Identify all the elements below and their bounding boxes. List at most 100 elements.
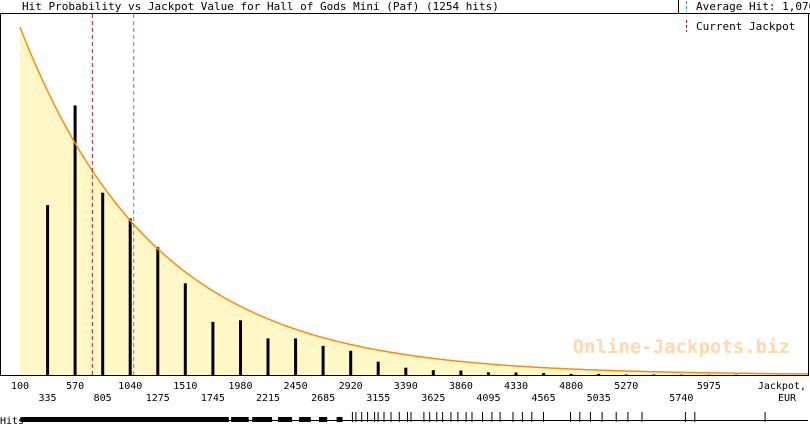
- tick-label-1745: 1745: [201, 393, 225, 404]
- hit-mark-4790: [570, 412, 571, 422]
- probability-area: [20, 27, 808, 375]
- tick-label-1510: 1510: [173, 381, 197, 392]
- hit-mark-4560: [543, 412, 544, 422]
- hit-mark-3430: [410, 412, 412, 422]
- tick-label-805: 805: [94, 393, 112, 404]
- hits-label: Hits: [0, 416, 24, 425]
- hit-mark-3010: [361, 412, 363, 422]
- hit-mark-5060: [601, 412, 603, 422]
- hits-cluster-2: [252, 417, 273, 422]
- hit-mark-5770: [684, 412, 686, 422]
- hit-mark-3060: [367, 412, 369, 422]
- hit-mark-4460: [531, 412, 533, 422]
- tick-label-4330: 4330: [504, 381, 528, 392]
- hit-mark-5850: [694, 412, 696, 422]
- hit-mark-3900: [465, 412, 467, 422]
- hit-mark-3150: [377, 412, 379, 422]
- bar-2920: [349, 350, 353, 375]
- hit-mark-2960: [355, 412, 357, 422]
- hit-mark-5180: [615, 412, 617, 422]
- hit-mark-4120: [491, 412, 493, 422]
- tick-label-4095: 4095: [476, 393, 500, 404]
- hits-cluster-3: [278, 417, 293, 422]
- watermark: Online-Jackpots.biz: [573, 336, 790, 358]
- tick-label-1980: 1980: [228, 381, 252, 392]
- tick-label-2920: 2920: [339, 381, 363, 392]
- tick-label-3860: 3860: [449, 381, 473, 392]
- bar-1980: [239, 320, 242, 375]
- bar-3625: [431, 370, 435, 375]
- hit-mark-5280: [627, 412, 629, 422]
- bar-4565: [542, 373, 546, 375]
- tick-label-5270: 5270: [614, 381, 638, 392]
- bar-2450: [294, 338, 298, 375]
- bar-335: [46, 205, 50, 375]
- hits-cluster-0: [20, 417, 229, 422]
- bar-3155: [376, 361, 380, 375]
- tick-label-3625: 3625: [421, 393, 445, 404]
- bar-1745: [211, 321, 215, 375]
- hit-mark-3260: [390, 412, 392, 422]
- hit-mark-4040: [482, 412, 483, 422]
- tick-label-3155: 3155: [366, 393, 390, 404]
- tick-label-335: 335: [39, 393, 57, 404]
- x-axis-label: Jackpot,: [758, 381, 806, 392]
- bar-1510: [183, 283, 187, 375]
- tick-label-1040: 1040: [118, 381, 142, 392]
- hit-mark-2930: [351, 412, 353, 422]
- hits-cluster-1: [231, 417, 249, 422]
- bar-3860: [459, 370, 463, 375]
- tick-label-1275: 1275: [146, 393, 170, 404]
- hit-mark-4870: [579, 412, 581, 422]
- hit-mark-3650: [436, 412, 438, 422]
- hit-mark-3830: [457, 412, 459, 422]
- bar-805: [101, 192, 105, 375]
- legend-average-label: Average Hit: 1,070: [696, 0, 810, 13]
- hit-mark-3120: [374, 412, 376, 422]
- hit-mark-3540: [423, 412, 425, 422]
- hit-mark-6450: [764, 412, 766, 422]
- hits-cluster-4: [299, 417, 311, 422]
- x-axis-unit: EUR: [778, 393, 797, 404]
- tick-label-5740: 5740: [669, 393, 693, 404]
- tick-label-2450: 2450: [284, 381, 308, 392]
- bar-1040: [128, 218, 132, 375]
- hit-mark-3770: [450, 412, 452, 422]
- tick-label-2215: 2215: [256, 393, 280, 404]
- hit-mark-3330: [398, 412, 400, 422]
- tick-label-5975: 5975: [697, 381, 721, 392]
- legend-current-label: Current Jackpot: [696, 20, 795, 33]
- bar-5035: [597, 373, 601, 375]
- bar-4800: [569, 373, 573, 375]
- hits-cluster-6: [336, 417, 343, 422]
- hit-mark-3950: [471, 412, 473, 422]
- hit-mark-4300: [512, 412, 514, 422]
- hit-mark-3700: [442, 412, 444, 422]
- hit-mark-3200: [383, 412, 385, 422]
- hit-mark-3400: [407, 412, 408, 422]
- hit-mark-3590: [429, 412, 431, 422]
- bar-2215: [266, 338, 270, 375]
- tick-label-4565: 4565: [532, 393, 556, 404]
- bar-4095: [487, 372, 490, 375]
- hits-cluster-5: [319, 417, 328, 422]
- bar-3390: [404, 367, 408, 375]
- probability-curve: [19, 26, 808, 375]
- bar-570: [73, 105, 77, 376]
- tick-label-5035: 5035: [587, 393, 611, 404]
- bar-1275: [156, 247, 160, 375]
- tick-label-3390: 3390: [394, 381, 418, 392]
- bar-2685: [321, 345, 325, 375]
- hit-mark-4960: [589, 412, 591, 422]
- hit-mark-4190: [499, 412, 501, 422]
- tick-label-100: 100: [11, 381, 29, 392]
- tick-label-2685: 2685: [311, 393, 335, 404]
- chart-title: Hit Probability vs Jackpot Value for Hal…: [22, 0, 499, 13]
- bar-4330: [514, 372, 518, 375]
- legend: Average Hit: 1,070 Current Jackpot: [686, 0, 810, 33]
- tick-label-570: 570: [66, 381, 84, 392]
- tick-label-4800: 4800: [559, 381, 583, 392]
- hit-mark-5400: [641, 412, 643, 422]
